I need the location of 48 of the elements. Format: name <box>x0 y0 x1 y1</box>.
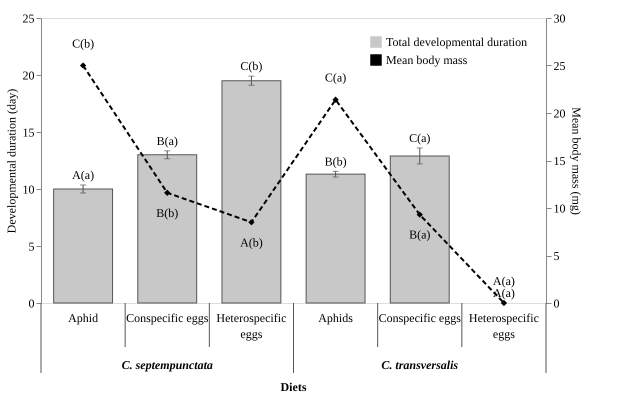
y2-tick-label: 5 <box>554 249 560 263</box>
data-label: C(b) <box>72 36 94 50</box>
y2-tick-label: 10 <box>554 202 566 216</box>
legend-label: Total developmental duration <box>386 35 528 49</box>
data-label: B(b) <box>324 154 347 168</box>
y2-tick-label: 15 <box>554 154 566 168</box>
x-tick-label: Heterospecific eggs <box>216 311 286 341</box>
bar <box>53 188 114 304</box>
x-tick-label: Aphid <box>68 311 98 325</box>
y2-tick-label: 25 <box>554 59 566 73</box>
data-label: B(a) <box>156 134 178 148</box>
legend-label: Mean body mass <box>386 53 468 67</box>
data-label: B(a) <box>409 228 430 242</box>
y2-tick-label: 30 <box>554 12 566 26</box>
data-label: C(a) <box>324 70 346 85</box>
text: C. septempunctata <box>122 358 213 372</box>
y2-axis-title: Mean body mass (mg) <box>570 107 584 215</box>
data-label: A(a) <box>72 168 94 182</box>
y2-tick-label: 20 <box>554 106 566 120</box>
y-tick-label: 15 <box>22 126 34 140</box>
point <box>80 62 86 69</box>
y-axis-title: Developmental duration (day) <box>4 88 18 234</box>
bar <box>137 154 198 304</box>
bar <box>221 80 282 304</box>
data-label: B(b) <box>156 206 178 220</box>
x-tick-label: Heterospecific eggs <box>468 311 539 341</box>
x-tick-label: Aphids <box>318 311 354 325</box>
data-label: A(a) <box>492 286 515 300</box>
y-tick-label: 20 <box>22 68 34 82</box>
point <box>332 96 339 103</box>
data-label: A(b) <box>240 235 263 250</box>
data-label: C(b) <box>240 59 262 74</box>
x-axis-title: Diets <box>280 380 307 394</box>
y-tick-label: 25 <box>22 12 34 26</box>
y2-tick-label: 0 <box>554 296 560 310</box>
point <box>500 300 508 306</box>
y-tick-label: 10 <box>22 182 34 196</box>
point <box>164 190 170 196</box>
bar <box>306 174 366 304</box>
data-label: A(a) <box>492 274 515 288</box>
point <box>248 219 255 226</box>
x-tick-label: Conspecific eggs <box>378 311 462 325</box>
y-tick-label: 0 <box>28 296 34 310</box>
point <box>416 211 423 218</box>
y-tick-label: 5 <box>28 240 34 254</box>
text: C. transversalis <box>381 358 458 372</box>
data-label: C(a) <box>409 130 430 145</box>
x-tick-label: Conspecific eggs <box>126 311 209 325</box>
